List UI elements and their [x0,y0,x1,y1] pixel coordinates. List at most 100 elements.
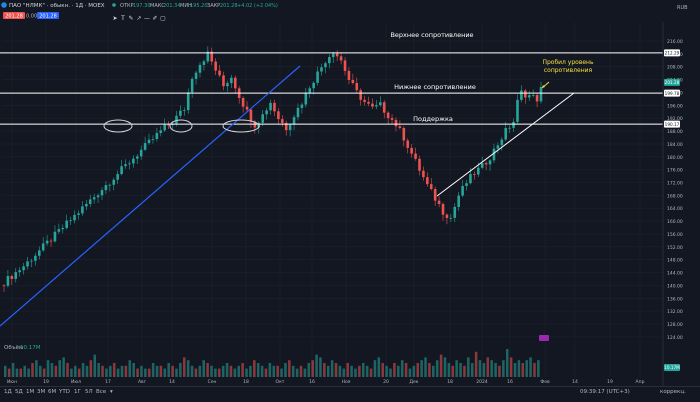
volume-bar [295,368,299,377]
volume-bar [533,363,536,377]
horizontal-line-icon[interactable]: — [144,15,150,22]
timeframe-5y[interactable]: 5Л [85,389,93,395]
chart-grid [2,22,663,377]
price-tags: 212.29 201.28 199.78 190.17 10.17M [664,49,680,371]
currency-label[interactable]: RUB [677,5,688,11]
candle-body [312,82,315,89]
candle-body [288,124,292,131]
breakout-label-line2: сопротивления [544,67,593,74]
brush-icon[interactable]: ✐ [152,15,157,22]
volume-bar [140,365,143,377]
support-touch-ellipse[interactable] [169,119,193,133]
time-tick-label: Июл [71,379,81,385]
support-touch-ellipse[interactable] [222,119,260,133]
volume-bar [299,365,303,377]
candle-body [394,119,398,127]
rectangle-icon[interactable]: ▢ [160,15,166,22]
volume-bar [70,368,73,377]
clock[interactable]: 09:39:17 (UTC+3) [580,389,630,395]
pencil-icon[interactable]: ✎ [128,15,133,22]
candle-body [112,179,116,185]
timeframe-1m[interactable]: 1М [26,389,35,395]
support-touch-ellipse[interactable] [103,119,133,133]
volume-bar [147,368,151,377]
blue-trendline[interactable] [0,65,301,327]
time-axis[interactable]: Июн 19 Июл 17 Авг 14 Сен 18 Окт 16 Ноя 20 Дек 18 2024 1… [7,379,645,385]
candle-body [426,177,429,185]
volume-bar [334,363,338,377]
candle-body [429,184,433,189]
time-tick-label: 18 [243,379,249,385]
candle-body [414,153,417,159]
timeframe-1d[interactable]: 1Д [4,389,12,395]
candle-body [179,110,182,116]
candle-body [88,199,92,204]
time-tick-label: 19 [607,379,613,385]
volume-bar [97,363,100,377]
time-tick-label: 17 [105,379,111,385]
volume-bar [151,363,155,377]
date-range-icon[interactable]: ▾ [110,389,113,395]
volume-bar [338,365,342,377]
timeframe-5d[interactable]: 5Д [15,389,23,395]
price-tick-label: 188.00 [667,129,683,135]
candle-body [241,98,245,107]
event-flag[interactable] [539,335,549,341]
volume-bar [112,363,116,377]
volume-bar [490,360,493,377]
volume-bar [218,368,221,377]
candle-body [496,145,500,149]
candle-body [300,104,304,108]
volume-bar [311,360,314,377]
candle-body [480,163,484,168]
candle-body [69,220,72,222]
volume-bar [521,363,525,377]
ohlc-high-label: МАКС [150,3,165,9]
arrow-icon[interactable]: ↗ [136,15,141,22]
volume-bar [400,360,404,377]
volume-bar [198,365,202,377]
candle-body [339,56,343,61]
candle-body [261,114,264,123]
volume-bar [245,368,248,377]
timeframe-ytd[interactable]: YTD [59,389,70,395]
candle-body [120,166,123,175]
timeframe-all[interactable]: Все [96,389,107,395]
candle-body [163,124,167,131]
price-tick-label: 136.00 [667,296,683,302]
sell-price-box[interactable] [3,12,25,19]
time-tick-label: 20 [383,379,389,385]
volume-bar [459,363,462,377]
candle-body [49,240,53,242]
buy-price-box[interactable] [37,12,59,19]
candle-body [508,127,511,129]
candle-body [457,195,460,207]
price-axis[interactable]: 216.00212.00208.00204.00200.00196.00192.… [662,22,700,386]
time-tick-label: 16 [507,379,513,385]
volume-bar [393,363,396,377]
volume-bar [428,363,431,377]
volume-bar [397,365,400,377]
volume-bar [249,365,252,377]
candle-body [378,102,382,106]
volume-bar [385,365,388,377]
volume-bar [323,363,326,377]
volume-bar [190,365,194,377]
volume-bar [109,365,112,377]
candle-body [320,67,323,72]
adjustment-toggle[interactable]: коррекц. [660,389,686,395]
candle-body [484,163,488,165]
time-tick-label: Апр [636,379,645,385]
timeframe-6m[interactable]: 6М [48,389,57,395]
text-icon[interactable]: T [120,15,125,22]
candle-body [57,229,61,232]
timeframe-1y[interactable]: 1Г [74,389,81,395]
symbol-title[interactable]: ПАО "НЛМК" · обыкн. · 1Д · MOEX [9,3,105,9]
cursor-icon[interactable]: ➤ [112,15,117,22]
white-trendline[interactable] [436,92,575,197]
timeframe-3m[interactable]: 3М [37,389,46,395]
candle-body [34,255,37,261]
volume-bar [272,365,276,377]
candle-body [135,156,139,159]
